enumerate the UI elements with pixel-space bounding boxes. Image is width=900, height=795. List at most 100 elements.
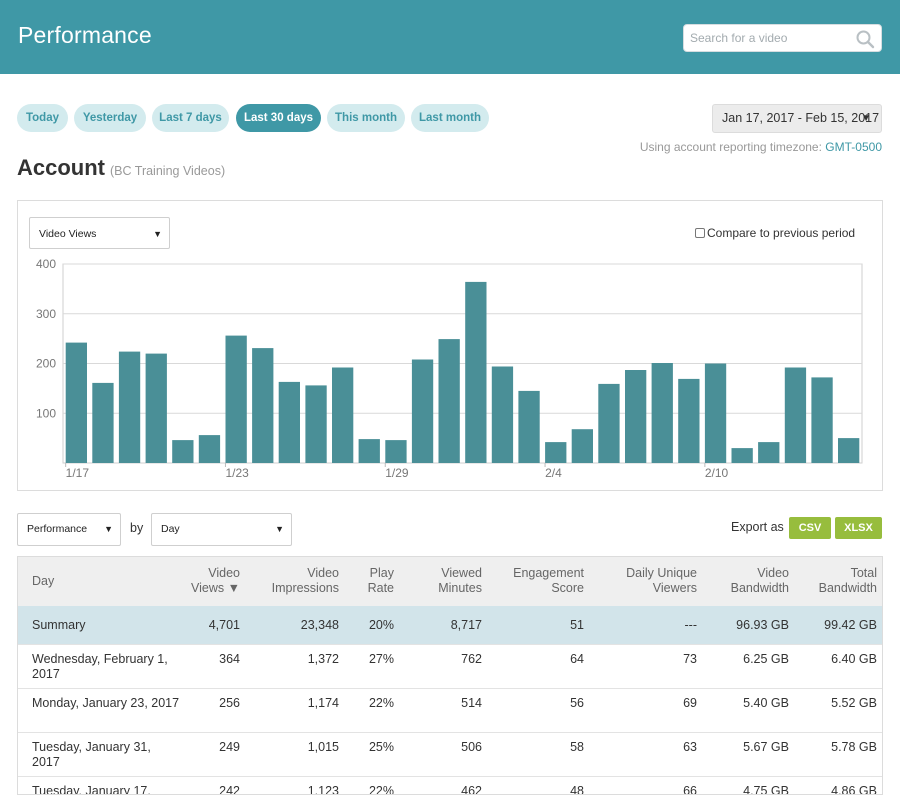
filter-last-30-days[interactable]: Last 30 days <box>236 104 321 132</box>
table-row[interactable]: Tuesday, January 31, 2017 249 1,015 25% 506 5… <box>18 732 882 776</box>
date-range-picker[interactable]: Jan 17, 2017 - Feb 15, 2017 ▼ <box>712 104 882 133</box>
bar-2/11 <box>731 448 753 463</box>
table-row[interactable]: Tuesday, January 17, 2017 242 1,123 22% 462 4… <box>18 776 882 795</box>
search-icon[interactable] <box>855 29 875 49</box>
bar-2/7 <box>625 370 647 463</box>
column-header-text: Video <box>757 566 789 580</box>
table-header: Day Video Views ▼ Video Impressions Play Rate V… <box>18 557 882 606</box>
table-row[interactable]: Monday, January 23, 2017 256 1,174 22% 514 56… <box>18 688 882 732</box>
bar-1/30 <box>411 359 434 463</box>
filter-last-month[interactable]: Last month <box>411 104 489 132</box>
caret-down-icon: ▼ <box>104 524 113 534</box>
column-header-play-rate[interactable]: Play Rate <box>368 566 394 596</box>
account-subtitle: (BC Training Videos) <box>110 164 226 178</box>
cell-day: Wednesday, February 1, 2017 <box>32 652 168 681</box>
cell-day: Tuesday, January 17, 2017 <box>32 784 151 795</box>
metric-group-value: Performance <box>27 523 88 535</box>
cell-video-impressions: 1,123 <box>307 784 339 795</box>
column-header-total-bandwidth[interactable]: Total Bandwidth <box>819 566 877 596</box>
metric-select-value: Video Views <box>39 228 97 240</box>
cell-total-bandwidth: 6.40 GB <box>831 652 877 666</box>
export-csv-button[interactable]: CSV <box>789 517 831 539</box>
column-header-day[interactable]: Day <box>32 574 54 589</box>
column-header-text: Daily Unique <box>626 566 697 580</box>
bar-1/26 <box>305 385 327 463</box>
column-header-text: Rate <box>367 581 394 595</box>
checkbox-icon[interactable] <box>695 228 705 238</box>
column-header-text: Bandwidth <box>818 581 877 595</box>
timezone-note: Using account reporting timezone: GMT-05… <box>640 140 882 154</box>
summary-cell-engagement-score: 51 <box>570 618 584 632</box>
metric-group-select[interactable]: Performance ▼ <box>17 513 121 546</box>
caret-down-icon: ▼ <box>153 229 162 239</box>
bar-1/17 <box>65 342 87 463</box>
cell-engagement-score: 58 <box>570 740 584 754</box>
metric-select[interactable]: Video Views ▼ <box>29 217 170 249</box>
cell-video-views: 249 <box>219 740 240 754</box>
bar-1/23 <box>225 335 247 463</box>
cell-engagement-score: 64 <box>570 652 584 666</box>
cell-viewed-minutes: 762 <box>461 652 482 666</box>
filter-yesterday[interactable]: Yesterday <box>74 104 146 132</box>
bar-2/6 <box>598 383 620 463</box>
column-header-daily-unique-viewers[interactable]: Daily Unique Viewers <box>626 566 697 596</box>
y-tick-label: 300 <box>36 307 56 321</box>
cell-viewed-minutes: 514 <box>461 696 482 710</box>
search-input[interactable] <box>690 31 850 45</box>
bar-chart: 100 200 300 400 1/17 1/23 1/29 2/4 2/10 <box>36 257 863 480</box>
cell-video-bandwidth: 6.25 GB <box>743 652 789 666</box>
summary-cell-video-views: 4,701 <box>208 618 240 632</box>
bar-2/10 <box>704 363 727 463</box>
bar-2/2 <box>491 366 514 463</box>
column-header-text: Viewed <box>441 566 482 580</box>
bar-1/21 <box>172 440 194 463</box>
column-header-engagement-score[interactable]: Engagement Score <box>513 566 584 596</box>
column-header-video-bandwidth[interactable]: Video Bandwidth <box>731 566 789 596</box>
column-header-text: Minutes <box>438 581 482 595</box>
bar-2/12 <box>758 442 780 463</box>
chart-card: Video Views ▼ Compare to previous period… <box>17 200 883 491</box>
bar-1/28 <box>358 439 380 463</box>
page-title: Performance <box>18 22 152 48</box>
column-header-text: Score <box>551 581 584 595</box>
timezone-link[interactable]: GMT-0500 <box>825 140 882 154</box>
column-header-video-impressions[interactable]: Video Impressions <box>272 566 339 596</box>
summary-cell-total-bandwidth: 99.42 GB <box>824 618 877 632</box>
filter-last-7-days[interactable]: Last 7 days <box>152 104 229 132</box>
interval-select[interactable]: Day ▼ <box>151 513 292 546</box>
bar-2/5 <box>571 429 593 463</box>
column-header-viewed-minutes[interactable]: Viewed Minutes <box>438 566 482 596</box>
cell-daily-unique-viewers: 66 <box>683 784 697 795</box>
bar-2/3 <box>518 390 540 463</box>
cell-engagement-score: 48 <box>570 784 584 795</box>
filter-this-month[interactable]: This month <box>327 104 405 132</box>
cell-video-bandwidth: 5.40 GB <box>743 696 789 710</box>
search-box[interactable] <box>683 24 882 52</box>
column-header-text: Impressions <box>271 581 339 595</box>
cell-engagement-score: 56 <box>570 696 584 710</box>
export-xlsx-button[interactable]: XLSX <box>835 517 882 539</box>
column-header-video-views[interactable]: Video Views ▼ <box>191 566 240 596</box>
filter-today[interactable]: Today <box>17 104 68 132</box>
bar-2/14 <box>811 377 833 463</box>
cell-video-bandwidth: 5.67 GB <box>743 740 789 754</box>
interval-select-value: Day <box>161 523 180 535</box>
y-tick-label: 400 <box>36 257 56 271</box>
table-row[interactable]: Wednesday, February 1, 2017 364 1,372 27% 76… <box>18 644 882 688</box>
bar-1/29 <box>385 440 407 463</box>
summary-cell-daily-unique-viewers: --- <box>684 618 698 632</box>
column-header-text: Bandwidth <box>730 581 789 595</box>
bar-2/4 <box>545 442 567 463</box>
caret-down-icon: ▼ <box>275 524 284 534</box>
bar-1/31 <box>438 339 460 463</box>
compare-checkbox[interactable]: Compare to previous period <box>695 226 855 240</box>
summary-row: Summary 4,701 23,348 20% 8,717 51 --- 96.93 GB 9… <box>18 606 882 644</box>
bar-1/19 <box>118 351 141 463</box>
cell-play-rate: 25% <box>368 740 394 754</box>
x-tick-label: 1/23 <box>225 466 249 480</box>
caret-down-icon: ▼ <box>861 113 871 124</box>
column-header-text: Video <box>208 566 240 580</box>
cell-play-rate: 27% <box>368 652 394 666</box>
data-table: Day Video Views ▼ Video Impressions Play Rate V… <box>17 556 883 795</box>
summary-cell-video-bandwidth: 96.93 GB <box>736 618 789 632</box>
